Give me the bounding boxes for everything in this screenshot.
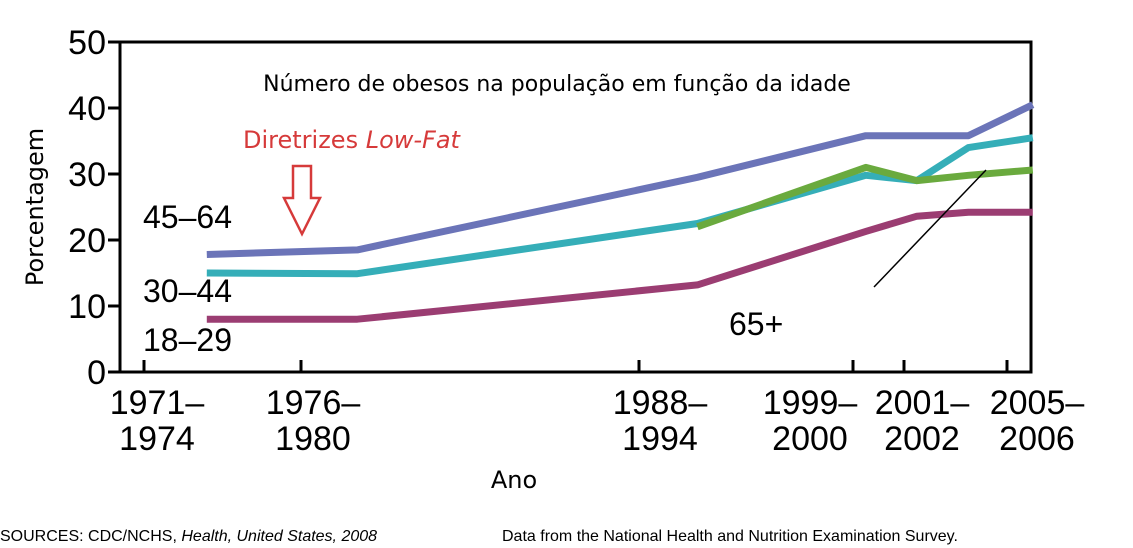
chart-title: Número de obesos na população em função … [263, 72, 851, 97]
low-fat-arrow-icon [281, 164, 323, 237]
series-label-45-64: 45–64 [143, 199, 232, 235]
series-label-18-29: 18–29 [143, 322, 232, 358]
x-tick-label: 2006 [999, 420, 1075, 458]
data-note: Data from the National Health and Nutrit… [502, 528, 958, 545]
x-tick-label: 1976– [266, 384, 361, 422]
series-label-30-44: 30–44 [143, 273, 232, 309]
x-tick-label: 2002 [884, 420, 960, 458]
label-65plus-pointer [873, 169, 987, 288]
series-line-18-29 [206, 208, 1033, 323]
x-tick-label: 1971– [110, 384, 205, 422]
low-fat-prefix: Diretrizes [243, 126, 366, 154]
y-tick-label: 40 [68, 90, 106, 128]
x-tick-label: 2001– [875, 384, 970, 422]
y-tick-label: 50 [68, 24, 106, 62]
x-tick-label: 2005– [990, 384, 1085, 422]
series-label-65plus: 65+ [729, 306, 783, 342]
low-fat-emphasis: Low-Fat [366, 126, 462, 154]
x-axis-title: Ano [491, 466, 537, 494]
x-tick-label: 1974 [119, 420, 195, 458]
y-tick-label: 30 [68, 156, 106, 194]
low-fat-annotation: Diretrizes Low-Fat [243, 126, 462, 154]
y-tick-label: 0 [87, 354, 106, 392]
y-axis-title: Porcentagem [21, 128, 49, 286]
series-line-30-44 [206, 134, 1034, 278]
x-axis: 1971–1974 1976–1980 1988–1994 1999–2000 2001… [110, 360, 1085, 458]
x-tick-label: 1980 [275, 420, 351, 458]
y-tick-label: 20 [68, 222, 106, 260]
x-tick-label: 1999– [763, 384, 858, 422]
x-tick-label: 1994 [622, 420, 698, 458]
series-lines [206, 101, 1035, 323]
plot-frame [118, 40, 1033, 374]
sources-title: Health, United States, 2008 [181, 528, 378, 545]
x-tick-label: 2000 [772, 420, 848, 458]
series-line-45-64 [206, 101, 1035, 258]
x-tick-label: 1988– [613, 384, 708, 422]
y-axis: 0 10 20 30 40 50 [68, 24, 120, 392]
y-tick-label: 10 [68, 288, 106, 326]
series-line-65plus [696, 163, 1034, 231]
sources-note: SOURCES: CDC/NCHS, Health, United States… [0, 528, 377, 546]
sources-prefix: SOURCES: CDC/NCHS, [0, 528, 182, 545]
